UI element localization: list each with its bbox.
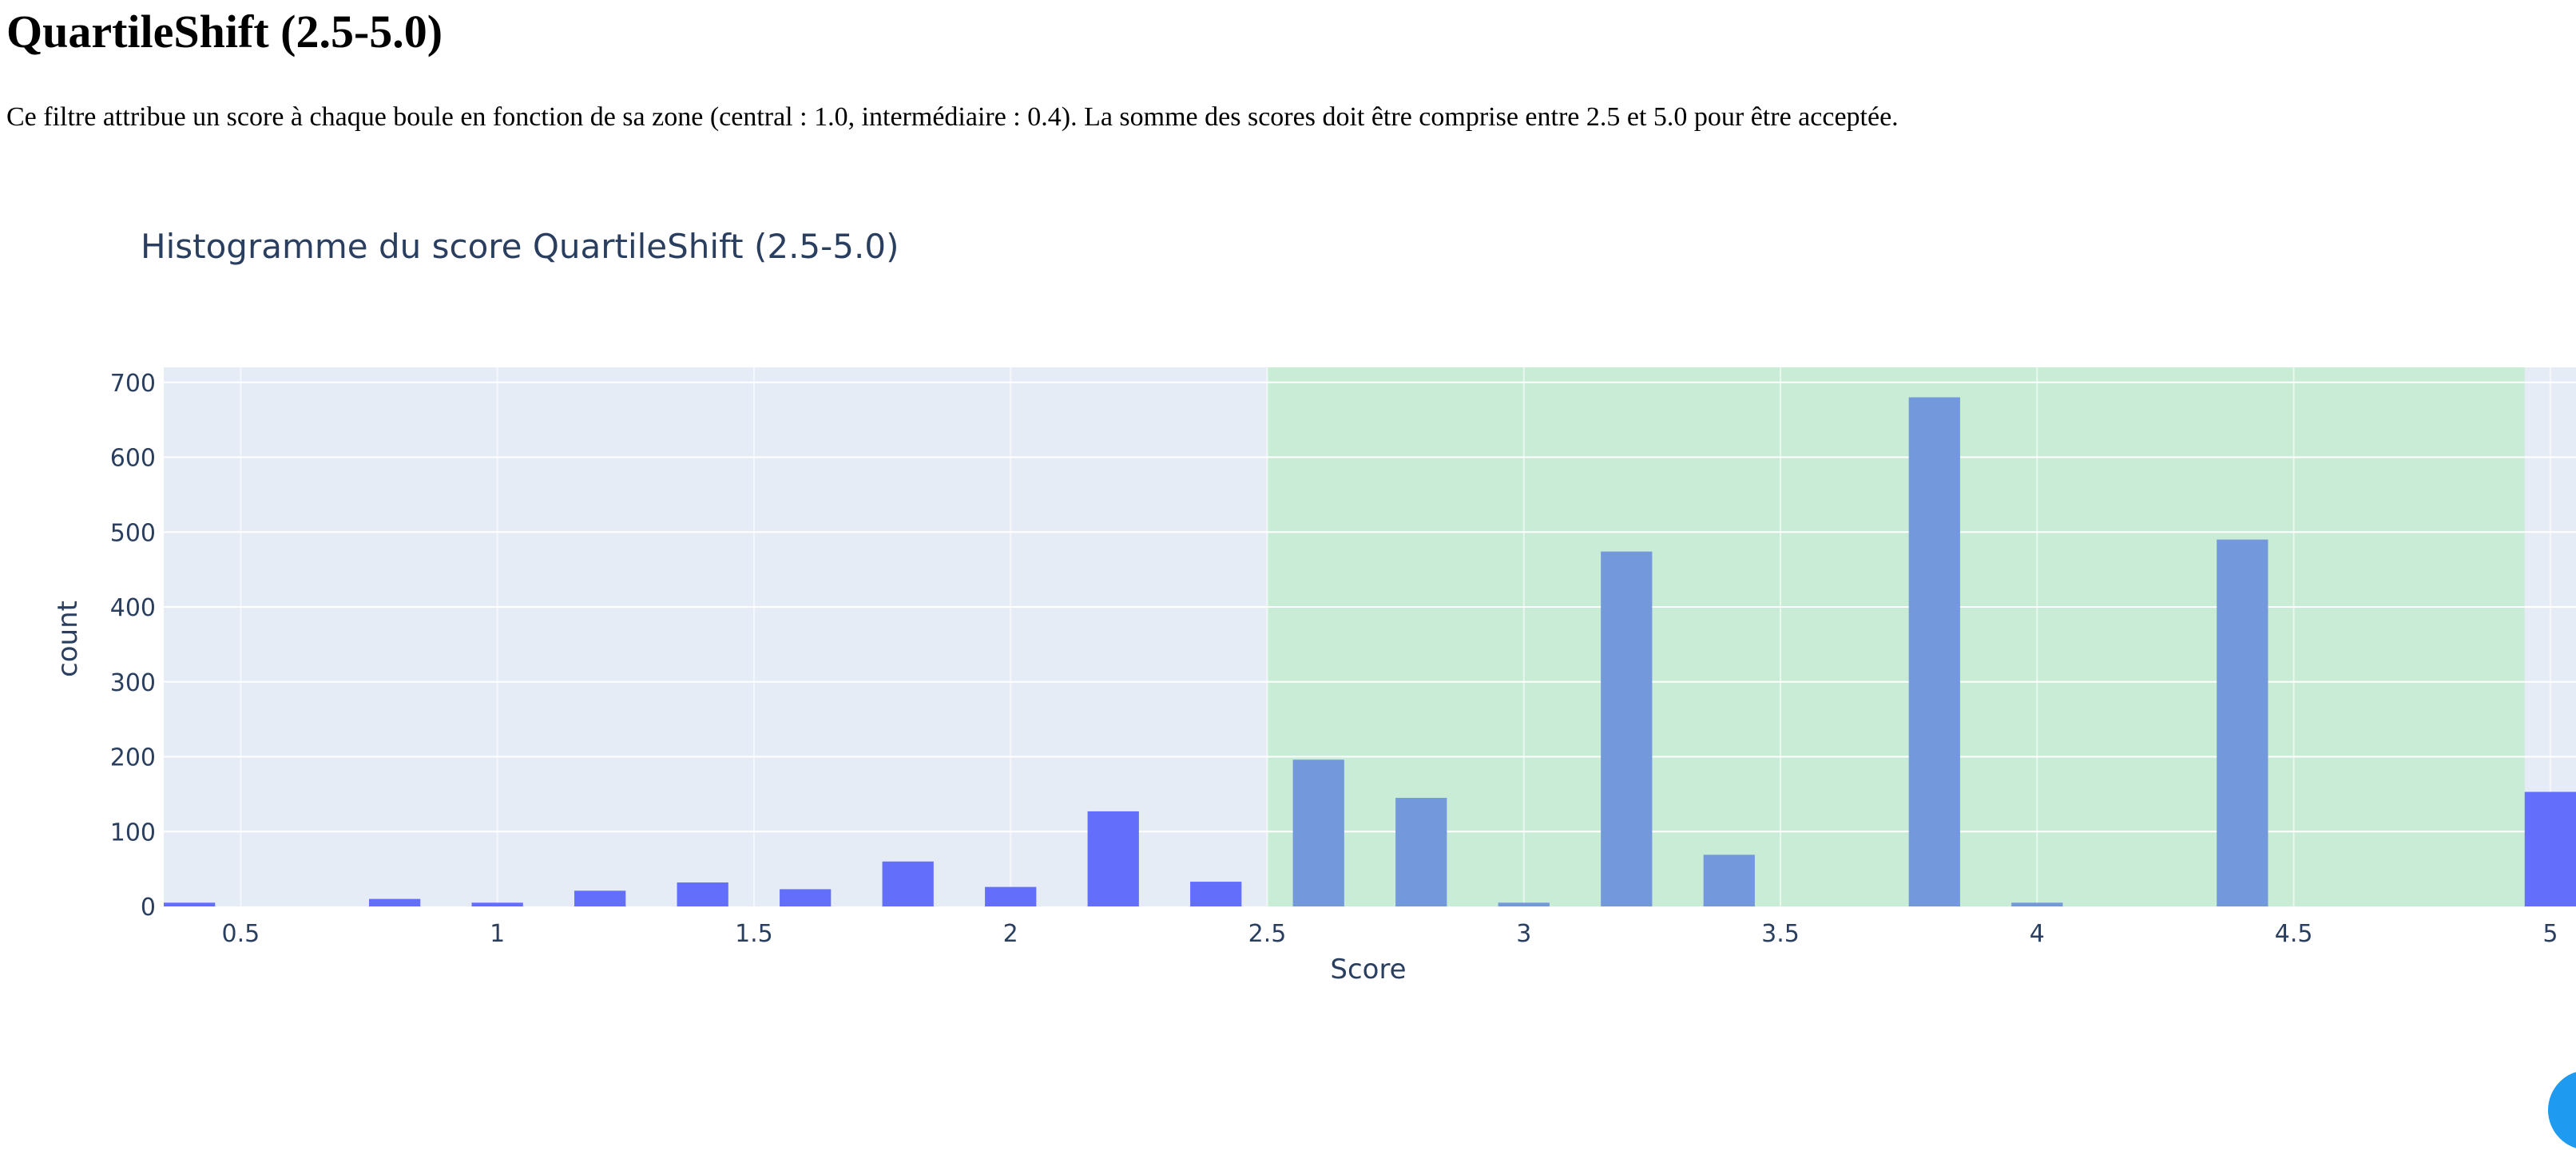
histogram-bar [677,882,728,906]
accepted-range-band [1267,367,2525,906]
plot-area: 0 100 200 300 400 500 600 700 0.5 1 1.5 2 2.5 3 3.5 4 4.… [110,367,2576,948]
x-tick-label: 4 [2030,920,2045,948]
histogram-bar [1498,902,1550,906]
histogram-bar [2524,791,2576,906]
histogram-bar [164,902,216,906]
x-tick-label: 1.5 [735,920,773,948]
chart-svg: Histogramme du score QuartileShift (2.5-… [52,227,2576,985]
histogram-bar [1292,759,1344,906]
y-tick-label: 300 [110,669,156,697]
histogram-bar [882,861,934,906]
x-tick-label: 3.5 [1761,920,1800,948]
floating-action-button[interactable] [2548,1070,2576,1150]
histogram-bar [369,898,421,906]
histogram-bar [1908,397,1960,906]
x-tick-label: 1 [490,920,505,948]
histogram-bar [1395,798,1447,906]
y-tick-label: 600 [110,445,156,473]
histogram-bar [780,889,832,906]
y-tick-label: 500 [110,519,156,547]
histogram-bar [574,890,626,906]
y-tick-label: 400 [110,594,156,622]
page-description: Ce filtre attribue un score à chaque bou… [6,102,1899,132]
x-axis-label: Score [1330,954,1406,985]
x-tick-label: 3 [1516,920,1531,948]
x-tick-label: 0.5 [222,920,260,948]
y-tick-label: 200 [110,744,156,772]
x-tick-label: 2 [1003,920,1018,948]
histogram-bar [1703,855,1755,906]
chart-title: Histogramme du score QuartileShift (2.5-… [141,227,899,266]
histogram-bar [1601,551,1653,906]
y-tick-label: 100 [110,819,156,847]
histogram-bar [471,902,523,906]
histogram-bar [985,886,1037,906]
histogram-chart: Histogramme du score QuartileShift (2.5-… [0,192,2576,1150]
y-tick-label: 0 [141,894,156,922]
histogram-bar [2011,902,2063,906]
page-title: QuartileShift (2.5-5.0) [6,6,443,58]
y-axis-label: count [52,601,84,677]
histogram-bar [2217,539,2268,906]
y-tick-label: 700 [110,370,156,398]
histogram-bar [1190,882,1242,906]
x-tick-label: 2.5 [1248,920,1287,948]
x-tick-label: 5 [2542,920,2558,948]
x-tick-label: 4.5 [2275,920,2313,948]
histogram-bar [1087,811,1139,906]
